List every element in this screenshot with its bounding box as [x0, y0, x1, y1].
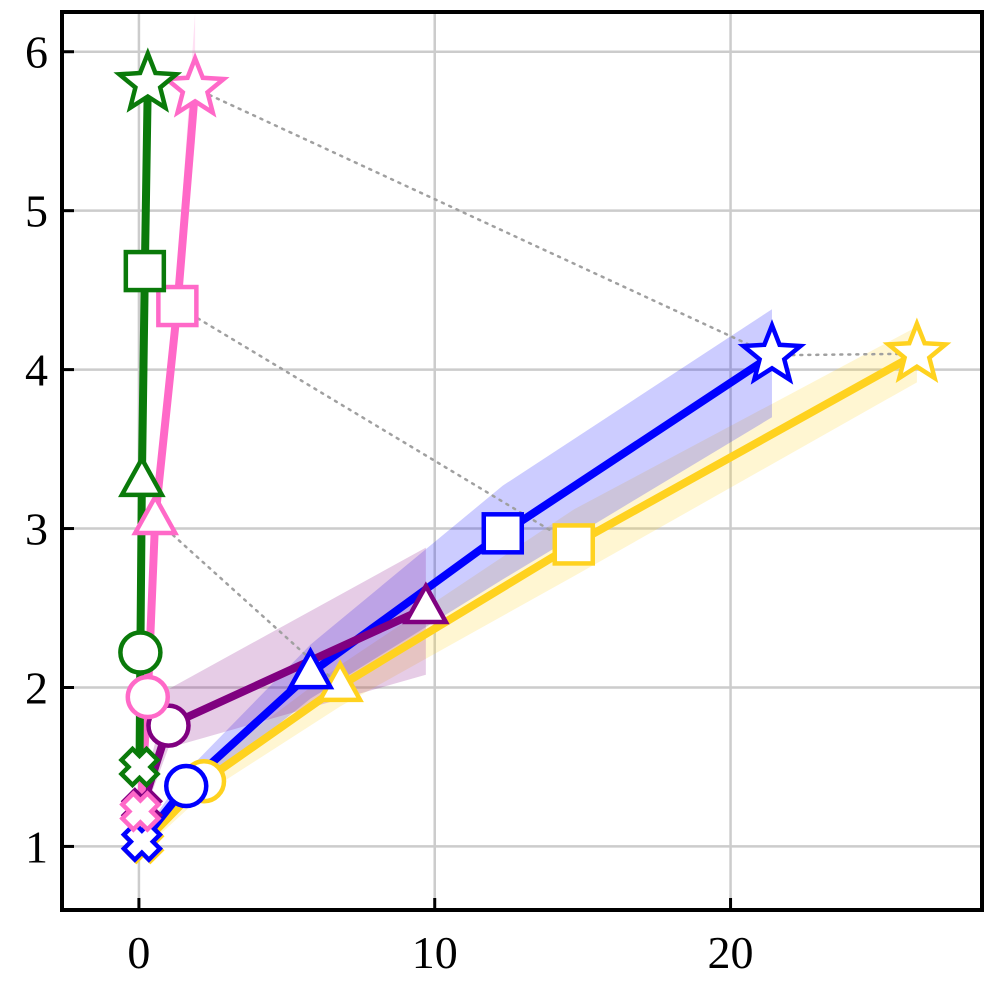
- star-marker: [882, 317, 952, 384]
- circle-marker: [163, 763, 209, 809]
- x-tick-label: 0: [127, 927, 150, 978]
- square-marker: [552, 523, 596, 566]
- x-tick-label: 10: [412, 927, 458, 978]
- y-tick-label: 2: [25, 662, 48, 713]
- triangle-marker: [131, 492, 180, 536]
- y-tick-label: 5: [25, 186, 48, 237]
- confidence-band: [141, 547, 426, 820]
- x-tick-label: 20: [708, 927, 754, 978]
- axis-ticks: 0 10 20 1 2 3 4 5 6: [25, 27, 754, 978]
- star-marker: [737, 319, 807, 385]
- square-marker: [481, 512, 525, 555]
- connector-line: [176, 304, 576, 546]
- cross-marker: [119, 790, 162, 833]
- y-tick-label: 4: [25, 345, 48, 396]
- plot-frame: [60, 10, 984, 912]
- circle-marker: [118, 630, 163, 675]
- series-markers: [113, 47, 952, 865]
- square-marker: [156, 284, 199, 328]
- triangle-marker: [402, 581, 450, 625]
- y-tick-label: 6: [25, 27, 48, 78]
- y-tick-label: 1: [25, 821, 48, 872]
- y-tick-label: 3: [25, 504, 48, 555]
- triangle-marker: [118, 454, 166, 498]
- circle-marker: [125, 674, 171, 720]
- cross-marker: [120, 820, 164, 863]
- square-marker: [123, 249, 167, 293]
- triangle-marker: [286, 646, 335, 690]
- cross-marker: [118, 745, 161, 789]
- confidence-band: [141, 309, 772, 849]
- star-marker: [113, 47, 183, 113]
